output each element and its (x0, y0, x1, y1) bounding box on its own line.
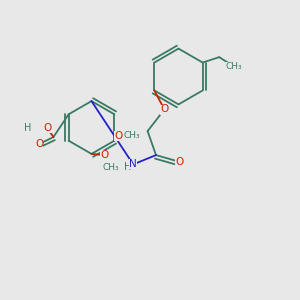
Text: CH₃: CH₃ (225, 62, 242, 70)
Text: H: H (24, 123, 32, 133)
Text: O: O (160, 104, 169, 115)
Text: CH₃: CH₃ (103, 164, 119, 172)
Text: O: O (35, 139, 43, 149)
Text: O: O (114, 130, 123, 141)
Text: H: H (124, 162, 131, 172)
Text: O: O (100, 150, 109, 160)
Text: N: N (129, 159, 137, 170)
Text: O: O (175, 157, 183, 167)
Text: O: O (43, 123, 52, 133)
Text: CH₃: CH₃ (124, 131, 140, 140)
Text: H: H (24, 123, 32, 133)
